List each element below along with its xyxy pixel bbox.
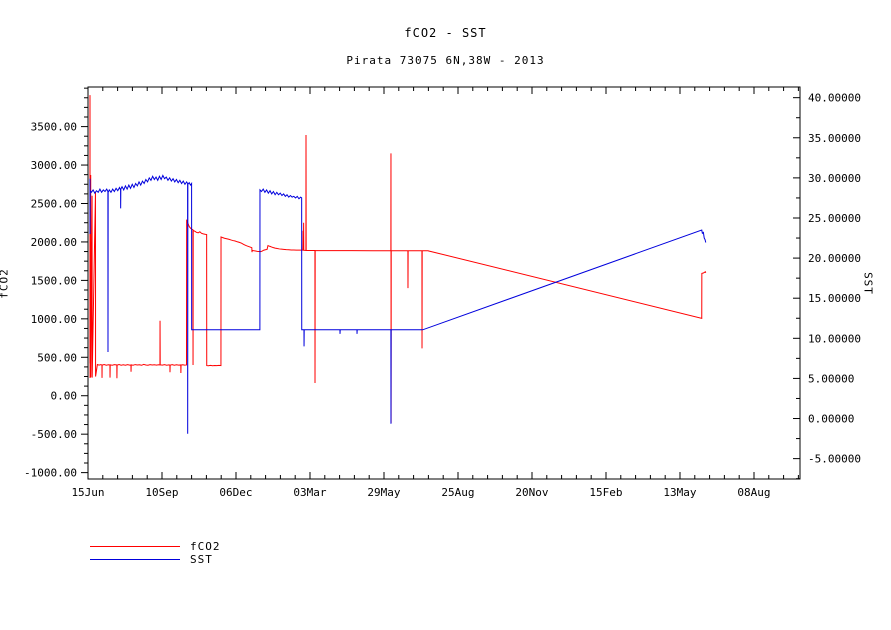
tick-label: 03Mar	[293, 486, 326, 499]
tick-label: 35.00000	[808, 132, 861, 145]
y-axis-label-right: SST	[861, 272, 875, 295]
fco2-legend-label: fCO2	[190, 540, 221, 553]
tick-label: 08Aug	[737, 486, 770, 499]
legend-item-sst: SST	[90, 553, 221, 566]
tick-label: 25Aug	[441, 486, 474, 499]
tick-label: 20.00000	[808, 252, 861, 265]
tick-label: 30.00000	[808, 172, 861, 185]
tick-label: 15.00000	[808, 292, 861, 305]
tick-label: 25.00000	[808, 212, 861, 225]
tick-label: -5.00000	[808, 453, 861, 466]
tick-label: 15Feb	[589, 486, 622, 499]
sst-legend-label: SST	[190, 553, 213, 566]
series-fco2	[89, 95, 707, 424]
tick-label: 1000.00	[31, 313, 77, 326]
tick-label: 3000.00	[31, 159, 77, 172]
tick-label: 13May	[663, 486, 696, 499]
y-axis-label-left: fCO2	[0, 268, 11, 299]
fco2-legend-line	[90, 546, 180, 547]
tick-label: 10Sep	[145, 486, 178, 499]
chart-title: fCO2 - SST	[404, 26, 487, 40]
tick-label: 500.00	[37, 351, 77, 364]
tick-label: 29May	[367, 486, 400, 499]
series-sst	[89, 174, 707, 434]
tick-label: 15Jun	[71, 486, 104, 499]
legend-item-fco2: fCO2	[90, 540, 221, 553]
tick-label: 10.00000	[808, 332, 861, 345]
tick-label: 20Nov	[515, 486, 548, 499]
tick-label: -500.00	[31, 428, 77, 441]
tick-label: 5.00000	[808, 372, 854, 385]
tick-label: 0.00	[51, 390, 78, 403]
tick-label: 2000.00	[31, 236, 77, 249]
tick-label: 0.00000	[808, 413, 854, 426]
legend: fCO2 SST	[90, 540, 221, 566]
tick-label: -1000.00	[24, 467, 77, 480]
tick-label: 3500.00	[31, 121, 77, 134]
sst-legend-line	[90, 559, 180, 560]
tick-label: 2500.00	[31, 197, 77, 210]
chart-subtitle: Pirata 73075 6N,38W - 2013	[346, 54, 545, 67]
tick-label: 06Dec	[219, 486, 252, 499]
tick-label: 1500.00	[31, 274, 77, 287]
tick-label: 40.00000	[808, 92, 861, 105]
